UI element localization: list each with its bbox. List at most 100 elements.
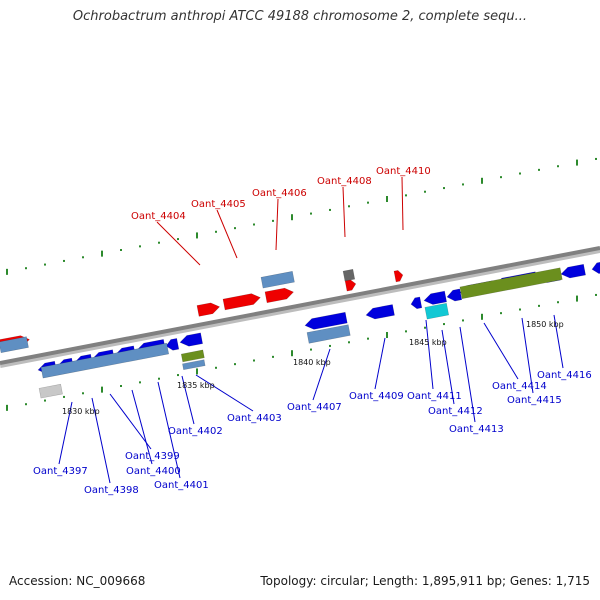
tick-mark-lower [234,363,236,366]
tick-mark-upper [63,259,65,262]
gene-label-4415: Oant_4415 [507,395,562,406]
tick-mark-upper [177,238,179,241]
kbp-tick-label: 1850 kbp [526,320,564,329]
tick-mark-lower [44,399,46,402]
tick-layer [6,157,597,411]
tick-mark-upper [120,248,122,251]
gene-label-4404: Oant_4404 [131,211,186,222]
label-leader-line [216,209,238,259]
tick-mark-upper [481,177,483,184]
reverse-gene-arrow [304,311,348,330]
label-leader-line [425,319,434,390]
label-leader-line [156,221,201,266]
tick-mark-lower [272,355,274,358]
label-leader-line [521,317,534,394]
tick-mark-lower [462,319,464,322]
tick-mark-lower [196,368,198,375]
tick-mark-upper [215,230,217,233]
cds-block [306,324,351,344]
tick-mark-upper [310,212,312,215]
kbp-tick-label: 1840 kbp [293,358,331,367]
reverse-gene-arrow [591,261,600,274]
tick-mark-lower [120,384,122,387]
tick-mark-upper [329,208,331,211]
kbp-tick-label: 1830 kbp [62,407,100,416]
gene-label-4398: Oant_4398 [84,485,139,496]
tick-mark-lower [25,403,27,406]
gene-label-4412: Oant_4412 [428,406,483,417]
kbp-label-layer: 1830 kbp 1835 kbp 1840 kbp 1845 kbp 1850 kbp [62,320,564,416]
kbp-tick-label: 1845 kbp [409,338,447,347]
map-title: Ochrobactrum anthropi ATCC 49188 chromos… [72,9,528,24]
gene-label-4413: Oant_4413 [449,424,504,435]
label-leader-line [109,393,152,450]
tick-mark-upper [25,267,27,270]
tick-mark-lower [63,395,65,398]
olive-block [459,267,563,300]
cds-block [182,359,206,371]
tick-mark-lower [557,301,559,304]
tick-mark-upper [576,159,578,166]
tick-mark-upper [367,201,369,204]
olive-block [180,349,205,363]
gene-label-4407: Oant_4407 [287,402,342,413]
tick-mark-lower [253,359,255,362]
reverse-gene-arrow [410,296,423,309]
backbone-line [0,246,600,365]
reverse-gene-arrow [560,263,586,279]
forward-gene-arrow [222,293,261,311]
tick-mark-upper [139,245,141,248]
cds-block [260,270,295,289]
gene-label-4406: Oant_4406 [252,188,307,199]
cyan-block [424,302,450,320]
feature-layer [0,261,600,399]
tick-mark-upper [538,168,540,171]
gene-label-4400: Oant_4400 [126,466,181,477]
grey-block [38,383,63,399]
cds-block [0,336,29,354]
tick-mark-upper [234,227,236,230]
tick-mark-lower [443,323,445,326]
label-leader-line [275,198,279,251]
tick-mark-upper [272,219,274,222]
tick-mark-lower [101,386,103,393]
tick-mark-lower [576,295,578,302]
reverse-gene-arrow [423,290,447,305]
tick-mark-upper [557,165,559,168]
tick-mark-lower [291,350,293,357]
tick-mark-upper [291,214,293,221]
tick-mark-upper [519,172,521,175]
tick-mark-upper [196,232,198,239]
tick-mark-lower [82,392,84,395]
kbp-tick-label: 1835 kbp [177,381,215,390]
tick-mark-upper [443,187,445,190]
gene-label-4411: Oant_4411 [407,391,462,402]
gene-label-4409: Oant_4409 [349,391,404,402]
reverse-gene-arrow [446,288,463,302]
tick-mark-lower [481,313,483,320]
tick-mark-lower [595,293,597,296]
tick-mark-upper [253,223,255,226]
label-leader-line [459,326,476,423]
label-leader-line [342,186,346,238]
reverse-gene-arrow [365,304,395,320]
label-leader-line [401,176,404,231]
tick-mark-lower [519,308,521,311]
reverse-gene-arrow [179,332,203,347]
label-leader-line [553,314,564,369]
tick-mark-upper [44,263,46,266]
genome-backbone [0,246,600,368]
tick-mark-lower [348,341,350,344]
gene-label-4397: Oant_4397 [33,466,88,477]
gene-label-4401: Oant_4401 [154,480,209,491]
pseudo-gene-block [342,269,356,282]
gene-label-4405: Oant_4405 [191,199,246,210]
label-leader-line [131,389,153,465]
forward-gene-arrow [264,287,294,304]
tick-mark-lower [158,377,160,380]
forward-gene-arrow [393,270,404,283]
tick-mark-lower [386,332,388,339]
cds-block [40,342,170,379]
label-leader-layer [58,176,564,484]
